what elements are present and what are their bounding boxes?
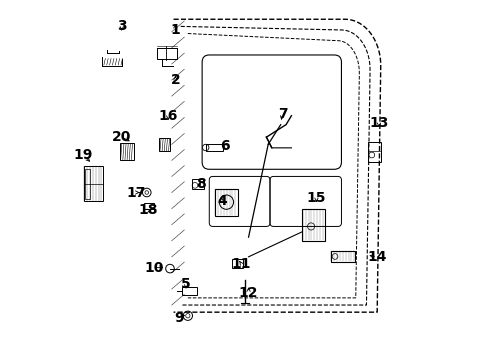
Bar [182, 287, 197, 295]
Text: 14: 14 [368, 250, 387, 264]
Text: 2: 2 [171, 73, 180, 87]
Text: 12: 12 [239, 285, 258, 300]
Text: 3: 3 [117, 19, 126, 33]
Bar [232, 258, 243, 267]
Bar [331, 251, 355, 262]
Text: 15: 15 [307, 191, 326, 205]
Bar [215, 189, 238, 216]
Text: 4: 4 [217, 194, 227, 208]
Text: 1: 1 [171, 23, 180, 37]
Text: 8: 8 [196, 176, 206, 190]
Bar [206, 144, 223, 151]
Text: 9: 9 [174, 311, 184, 324]
Text: 5: 5 [181, 276, 191, 291]
Bar [368, 143, 381, 162]
Bar [120, 143, 134, 160]
Text: 11: 11 [232, 257, 251, 271]
Bar [85, 169, 90, 199]
Text: 17: 17 [126, 185, 146, 199]
Text: 6: 6 [220, 139, 230, 153]
Bar [302, 208, 325, 241]
Text: 16: 16 [158, 109, 178, 123]
Text: 20: 20 [112, 130, 131, 144]
Text: 13: 13 [369, 116, 389, 130]
Bar [83, 166, 103, 202]
Bar [157, 48, 177, 59]
Text: 7: 7 [278, 107, 287, 121]
Text: 18: 18 [139, 203, 158, 217]
Bar [192, 179, 203, 189]
Text: 19: 19 [74, 148, 93, 162]
Bar [159, 138, 170, 152]
Text: 10: 10 [144, 261, 164, 275]
Bar [144, 203, 154, 208]
